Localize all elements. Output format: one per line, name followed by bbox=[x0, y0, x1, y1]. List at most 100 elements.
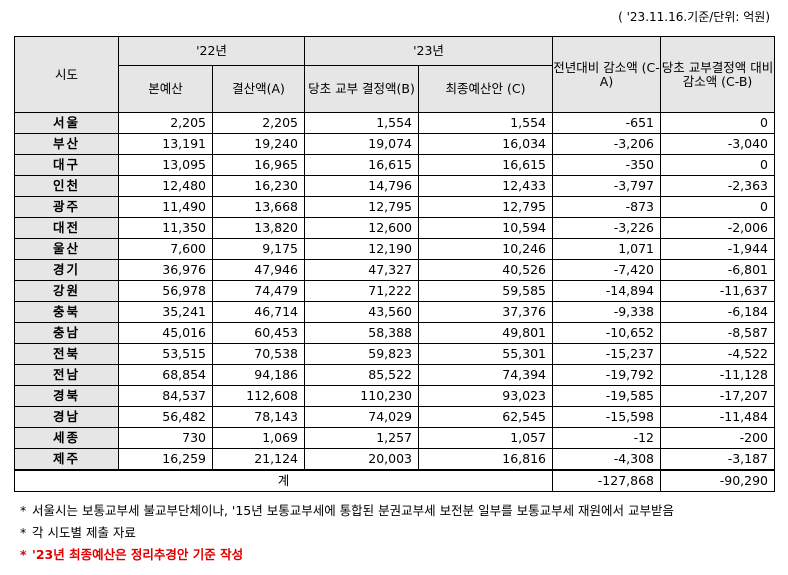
dangcho-cell: 59,823 bbox=[304, 343, 419, 365]
region-cell: 경기 bbox=[14, 259, 119, 281]
bon-cell: 11,490 bbox=[118, 196, 213, 218]
gyeolsan-cell: 16,965 bbox=[212, 154, 305, 176]
bon-cell: 36,976 bbox=[118, 259, 213, 281]
choejong-cell: 74,394 bbox=[418, 364, 553, 386]
header-diff-prev: 전년대비 감소액 (C-A) bbox=[552, 36, 661, 113]
choejong-cell: 55,301 bbox=[418, 343, 553, 365]
bon-cell: 2,205 bbox=[118, 112, 213, 134]
diff-prev-cell: -4,308 bbox=[552, 448, 661, 471]
diff-prev-cell: -350 bbox=[552, 154, 661, 176]
dangcho-cell: 71,222 bbox=[304, 280, 419, 302]
header-dangcho: 당초 교부 결정액(B) bbox=[304, 65, 419, 113]
choejong-cell: 12,433 bbox=[418, 175, 553, 197]
dangcho-cell: 85,522 bbox=[304, 364, 419, 386]
gyeolsan-cell: 2,205 bbox=[212, 112, 305, 134]
region-cell: 강원 bbox=[14, 280, 119, 302]
total-row: 계 -127,868 -90,290 bbox=[14, 469, 775, 492]
choejong-cell: 16,816 bbox=[418, 448, 553, 471]
total-diff-init: -90,290 bbox=[660, 469, 775, 492]
region-cell: 충북 bbox=[14, 301, 119, 323]
note-3: * '23년 최종예산은 정리추경안 기준 작성 bbox=[20, 547, 244, 562]
region-cell: 세종 bbox=[14, 427, 119, 449]
dangcho-cell: 12,600 bbox=[304, 217, 419, 239]
diff-prev-cell: -3,797 bbox=[552, 175, 661, 197]
bon-cell: 11,350 bbox=[118, 217, 213, 239]
table-row: 광주 11,490 13,668 12,795 12,795 -873 0 bbox=[14, 196, 775, 218]
bon-cell: 56,978 bbox=[118, 280, 213, 302]
table-row: 충북 35,241 46,714 43,560 37,376 -9,338 -6,184 bbox=[14, 301, 775, 323]
dangcho-cell: 58,388 bbox=[304, 322, 419, 344]
choejong-cell: 49,801 bbox=[418, 322, 553, 344]
choejong-cell: 1,057 bbox=[418, 427, 553, 449]
bon-cell: 13,191 bbox=[118, 133, 213, 155]
total-diff-prev: -127,868 bbox=[552, 469, 661, 492]
diff-init-cell: -11,128 bbox=[660, 364, 775, 386]
region-cell: 광주 bbox=[14, 196, 119, 218]
dangcho-cell: 12,795 bbox=[304, 196, 419, 218]
bon-cell: 45,016 bbox=[118, 322, 213, 344]
choejong-cell: 12,795 bbox=[418, 196, 553, 218]
dangcho-cell: 14,796 bbox=[304, 175, 419, 197]
gyeolsan-cell: 70,538 bbox=[212, 343, 305, 365]
region-cell: 대전 bbox=[14, 217, 119, 239]
bon-cell: 730 bbox=[118, 427, 213, 449]
table-row: 경남 56,482 78,143 74,029 62,545 -15,598 -11,484 bbox=[14, 406, 775, 428]
choejong-cell: 10,594 bbox=[418, 217, 553, 239]
header-year-22: '22년 bbox=[118, 36, 305, 66]
choejong-cell: 93,023 bbox=[418, 385, 553, 407]
region-cell: 충남 bbox=[14, 322, 119, 344]
total-label: 계 bbox=[14, 469, 553, 492]
dangcho-cell: 43,560 bbox=[304, 301, 419, 323]
diff-init-cell: -8,587 bbox=[660, 322, 775, 344]
gyeolsan-cell: 1,069 bbox=[212, 427, 305, 449]
note-1: * 서울시는 보통교부세 불교부단체이나, '15년 보통교부세에 통합된 분권교… bbox=[20, 503, 675, 518]
table-row: 경기 36,976 47,946 47,327 40,526 -7,420 -6,801 bbox=[14, 259, 775, 281]
diff-prev-cell: -15,237 bbox=[552, 343, 661, 365]
diff-init-cell: 0 bbox=[660, 154, 775, 176]
bon-cell: 12,480 bbox=[118, 175, 213, 197]
gyeolsan-cell: 74,479 bbox=[212, 280, 305, 302]
diff-prev-cell: -14,894 bbox=[552, 280, 661, 302]
diff-prev-cell: -3,226 bbox=[552, 217, 661, 239]
diff-prev-cell: -12 bbox=[552, 427, 661, 449]
diff-init-cell: -3,187 bbox=[660, 448, 775, 471]
bon-cell: 68,854 bbox=[118, 364, 213, 386]
region-cell: 부산 bbox=[14, 133, 119, 155]
table-row: 세종 730 1,069 1,257 1,057 -12 -200 bbox=[14, 427, 775, 449]
bon-cell: 13,095 bbox=[118, 154, 213, 176]
notes: * 서울시는 보통교부세 불교부단체이나, '15년 보통교부세에 통합된 분권교… bbox=[20, 500, 674, 566]
unit-note: ( '23.11.16.기준/단위: 억원) bbox=[618, 10, 770, 24]
gyeolsan-cell: 13,820 bbox=[212, 217, 305, 239]
diff-prev-cell: -651 bbox=[552, 112, 661, 134]
header-gyeolsan: 결산액(A) bbox=[212, 65, 305, 113]
choejong-cell: 59,585 bbox=[418, 280, 553, 302]
diff-init-cell: 0 bbox=[660, 196, 775, 218]
gyeolsan-cell: 94,186 bbox=[212, 364, 305, 386]
table-row: 강원 56,978 74,479 71,222 59,585 -14,894 -11,637 bbox=[14, 280, 775, 302]
header-diff-init: 당초 교부결정액 대비 감소액 (C-B) bbox=[660, 36, 775, 113]
table-row: 인천 12,480 16,230 14,796 12,433 -3,797 -2,363 bbox=[14, 175, 775, 197]
table-row: 경북 84,537 112,608 110,230 93,023 -19,585 -17,2… bbox=[14, 385, 775, 407]
table-row: 제주 16,259 21,124 20,003 16,816 -4,308 -3,187 bbox=[14, 448, 775, 471]
header-bon: 본예산 bbox=[118, 65, 213, 113]
diff-init-cell: -2,363 bbox=[660, 175, 775, 197]
header-sido: 시도 bbox=[14, 36, 119, 113]
diff-prev-cell: -10,652 bbox=[552, 322, 661, 344]
table-row: 대전 11,350 13,820 12,600 10,594 -3,226 -2,006 bbox=[14, 217, 775, 239]
choejong-cell: 1,554 bbox=[418, 112, 553, 134]
gyeolsan-cell: 16,230 bbox=[212, 175, 305, 197]
bon-cell: 7,600 bbox=[118, 238, 213, 260]
gyeolsan-cell: 60,453 bbox=[212, 322, 305, 344]
choejong-cell: 37,376 bbox=[418, 301, 553, 323]
diff-init-cell: -3,040 bbox=[660, 133, 775, 155]
table-row: 충남 45,016 60,453 58,388 49,801 -10,652 -8,587 bbox=[14, 322, 775, 344]
table-row: 전북 53,515 70,538 59,823 55,301 -15,237 -4,522 bbox=[14, 343, 775, 365]
region-cell: 대구 bbox=[14, 154, 119, 176]
note-2: * 각 시도별 제출 자료 bbox=[20, 525, 136, 540]
bon-cell: 53,515 bbox=[118, 343, 213, 365]
bon-cell: 56,482 bbox=[118, 406, 213, 428]
diff-init-cell: -6,184 bbox=[660, 301, 775, 323]
budget-table: 시도 '22년 '23년 전년대비 감소액 (C-A) 당초 교부결정액 대비 … bbox=[14, 36, 775, 492]
table-row: 대구 13,095 16,965 16,615 16,615 -350 0 bbox=[14, 154, 775, 176]
gyeolsan-cell: 47,946 bbox=[212, 259, 305, 281]
